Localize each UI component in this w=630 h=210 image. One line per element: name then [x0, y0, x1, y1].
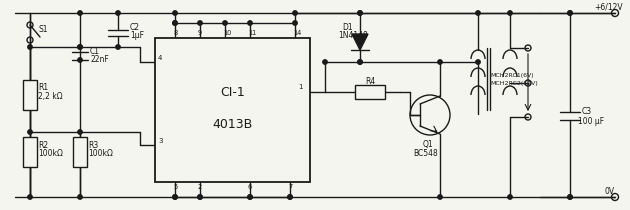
Circle shape: [77, 195, 82, 199]
Text: +6/12V: +6/12V: [594, 3, 622, 12]
Text: S1: S1: [38, 25, 47, 34]
Circle shape: [568, 11, 572, 15]
Text: 6: 6: [248, 184, 252, 190]
Circle shape: [173, 21, 177, 25]
Circle shape: [223, 21, 227, 25]
Text: MCH2RC2(12V): MCH2RC2(12V): [490, 80, 538, 85]
Text: MCH2RC1(6V): MCH2RC1(6V): [490, 72, 534, 77]
Circle shape: [173, 21, 177, 25]
Text: R4: R4: [365, 77, 375, 87]
Text: 14: 14: [293, 30, 301, 36]
Circle shape: [438, 60, 442, 64]
Circle shape: [288, 195, 292, 199]
Text: C1: C1: [90, 47, 100, 56]
Text: 0V: 0V: [605, 186, 615, 196]
Circle shape: [116, 11, 120, 15]
Text: 4013B: 4013B: [212, 118, 253, 131]
Text: 11: 11: [248, 30, 256, 36]
Text: 2,2 kΩ: 2,2 kΩ: [38, 92, 62, 101]
Text: C3: C3: [582, 108, 592, 117]
Text: Q1: Q1: [423, 140, 433, 150]
Text: 100kΩ: 100kΩ: [38, 150, 63, 159]
Circle shape: [77, 130, 82, 134]
Text: 10: 10: [223, 30, 231, 36]
Circle shape: [508, 11, 512, 15]
Circle shape: [293, 11, 297, 15]
Text: 7: 7: [288, 184, 292, 190]
Bar: [23, 137, 37, 167]
Circle shape: [116, 45, 120, 49]
Circle shape: [358, 60, 362, 64]
Text: R3: R3: [88, 142, 98, 151]
Bar: [155, 38, 310, 182]
Circle shape: [568, 11, 572, 15]
Circle shape: [248, 195, 252, 199]
Text: 5: 5: [173, 184, 177, 190]
Circle shape: [438, 195, 442, 199]
Text: 1N4148: 1N4148: [338, 30, 368, 39]
Text: BC548: BC548: [414, 148, 438, 158]
Bar: [355, 85, 385, 99]
Text: 9: 9: [198, 30, 202, 36]
Text: 4: 4: [158, 55, 163, 61]
Circle shape: [173, 195, 177, 199]
Circle shape: [568, 195, 572, 199]
Circle shape: [77, 45, 82, 49]
Bar: [23, 80, 37, 110]
Circle shape: [293, 21, 297, 25]
Circle shape: [358, 11, 362, 15]
Circle shape: [77, 45, 82, 49]
Circle shape: [358, 11, 362, 15]
Circle shape: [28, 45, 32, 49]
Text: 2,2 kΩ: 2,2 kΩ: [360, 85, 385, 94]
Circle shape: [77, 11, 82, 15]
Circle shape: [508, 195, 512, 199]
Circle shape: [198, 21, 202, 25]
Polygon shape: [352, 34, 368, 50]
Circle shape: [323, 60, 327, 64]
Text: R1: R1: [38, 84, 48, 92]
Text: C2: C2: [130, 24, 140, 33]
Text: 8: 8: [173, 30, 177, 36]
Circle shape: [358, 60, 362, 64]
Circle shape: [173, 11, 177, 15]
Text: 2: 2: [198, 184, 202, 190]
Text: 3: 3: [158, 138, 163, 144]
Circle shape: [568, 195, 572, 199]
Circle shape: [248, 21, 252, 25]
Text: 22nF: 22nF: [90, 55, 109, 64]
Bar: [73, 137, 87, 167]
Circle shape: [28, 130, 32, 134]
Circle shape: [198, 195, 202, 199]
Circle shape: [288, 195, 292, 199]
Circle shape: [77, 58, 82, 62]
Circle shape: [198, 195, 202, 199]
Circle shape: [248, 195, 252, 199]
Circle shape: [28, 195, 32, 199]
Text: CI-1: CI-1: [220, 86, 245, 99]
Circle shape: [173, 195, 177, 199]
Text: 1: 1: [298, 84, 302, 90]
Text: D1: D1: [342, 22, 353, 32]
Text: 1μF: 1μF: [130, 32, 144, 41]
Circle shape: [476, 60, 480, 64]
Text: 100 μF: 100 μF: [578, 117, 604, 126]
Text: 100kΩ: 100kΩ: [88, 150, 113, 159]
Circle shape: [476, 11, 480, 15]
Text: R2: R2: [38, 142, 48, 151]
